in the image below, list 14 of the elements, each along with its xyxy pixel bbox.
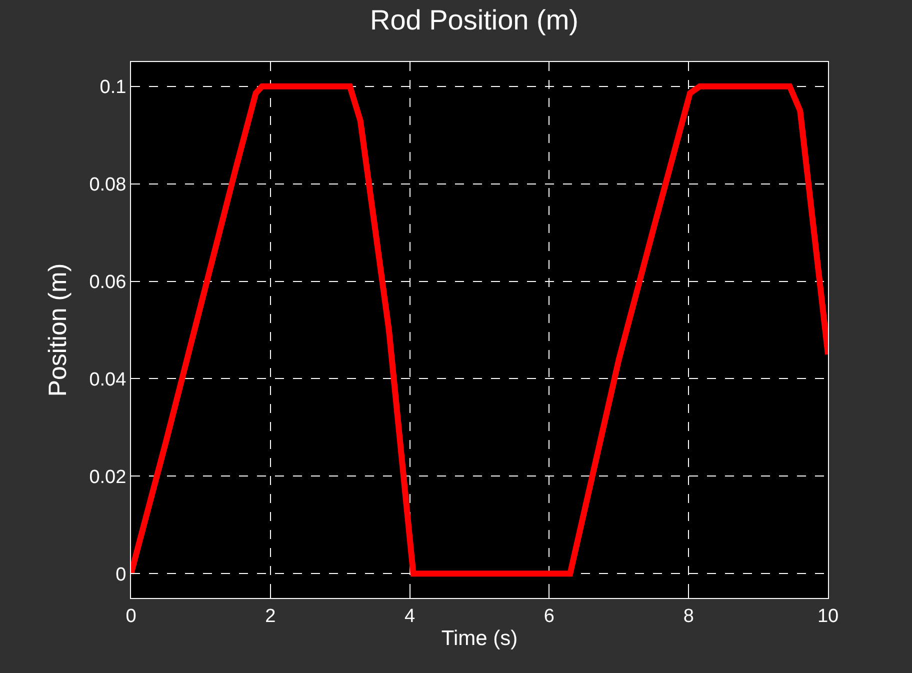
chart-title: Rod Position (m) bbox=[370, 4, 578, 36]
y-tick-label: 0.02 bbox=[89, 466, 126, 488]
x-tick-label: 2 bbox=[265, 606, 276, 627]
x-tick-label: 10 bbox=[817, 606, 839, 627]
y-axis-title: Position (m) bbox=[44, 263, 72, 397]
y-tick-label: 0 bbox=[116, 564, 126, 586]
y-tick-label: 0.1 bbox=[100, 77, 126, 98]
y-tick-label: 0.06 bbox=[89, 272, 126, 293]
y-tick-label: 0.08 bbox=[89, 174, 126, 196]
x-tick-label: 6 bbox=[544, 606, 554, 627]
y-tick-label: 0.04 bbox=[89, 369, 127, 390]
x-axis-title: Time (s) bbox=[441, 627, 518, 650]
x-tick-label: 4 bbox=[404, 606, 416, 627]
x-tick-label: 8 bbox=[683, 606, 694, 627]
